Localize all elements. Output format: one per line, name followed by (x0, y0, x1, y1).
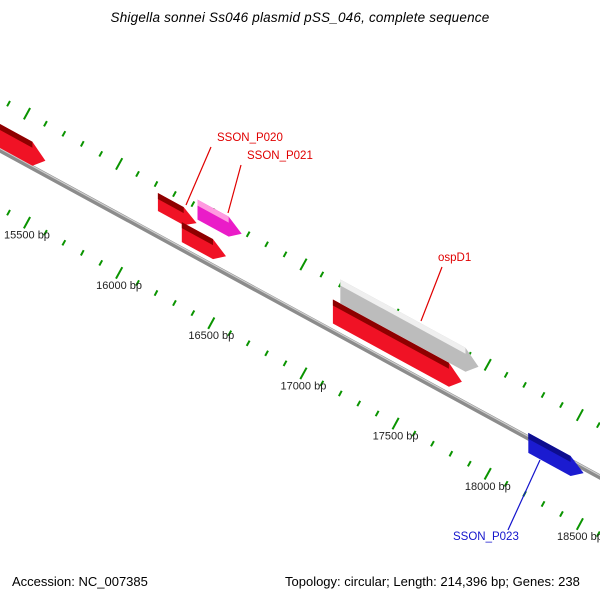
ruler-tick-minor (319, 380, 325, 387)
ruler-tick-major (483, 358, 492, 371)
ruler-tick-major (575, 408, 584, 422)
ruler-tick-minor (61, 130, 67, 137)
ruler-tick-minor (227, 330, 233, 337)
ruler-tick-major (299, 258, 308, 271)
ruler-tick-minor (6, 100, 11, 107)
ruler-label: 17000 bp (280, 380, 326, 392)
ruler-tick-minor (596, 531, 600, 538)
ruler-tick-major (483, 467, 492, 480)
ruler-tick-minor (467, 460, 472, 467)
ruler-tick-minor (448, 450, 454, 457)
callout-line-ospD1 (420, 266, 443, 322)
ruler-tick-minor (540, 391, 546, 399)
ruler-tick-minor (338, 390, 343, 397)
ruler-tick-minor (190, 310, 196, 317)
ruler-tick-major (207, 317, 216, 330)
callout-label-SSON_P023[interactable]: SSON_P023 (453, 531, 519, 543)
status-bar: Accession: NC_007385 Topology: circular;… (0, 568, 600, 600)
ruler-tick-minor (282, 251, 288, 258)
ruler-label: 16000 bp (96, 280, 142, 292)
ruler-tick-minor (503, 480, 509, 487)
ruler-tick-minor (540, 500, 546, 508)
ruler-tick-major (23, 216, 31, 229)
callout-line-SSON_P020 (185, 146, 212, 206)
feature-arrow-SSON_P023[interactable] (528, 432, 584, 476)
ruler-tick-minor (264, 241, 269, 248)
feature-arrow-SSON_P020[interactable] (157, 193, 197, 226)
ruler-tick-minor (430, 440, 435, 447)
callout-label-ospD1[interactable]: ospD1 (438, 252, 471, 264)
callout-line-SSON_P023 (507, 459, 541, 531)
ruler-tick-minor (264, 350, 269, 357)
callout-line-SSON_P021 (227, 164, 242, 214)
ruler-tick-minor (559, 401, 564, 409)
ruler-label: 16500 bp (188, 330, 234, 342)
ruler-tick-minor (172, 299, 177, 307)
ruler-tick-major (115, 157, 124, 171)
callout-label-SSON_P020[interactable]: SSON_P020 (217, 132, 283, 144)
ruler-tick-major (115, 266, 124, 280)
status-summary: Topology: circular; Length: 214,396 bp; … (285, 574, 580, 589)
ruler-tick-minor (172, 190, 177, 198)
sequence-backbone-highlight (0, 147, 600, 477)
ruler-tick-minor (374, 410, 380, 417)
ruler-tick-minor (319, 271, 325, 278)
ruler-tick-major (391, 417, 400, 430)
ruler-tick-minor (98, 150, 104, 157)
page-title: Shigella sonnei Ss046 plasmid pSS_046, c… (110, 10, 490, 25)
ruler-tick-minor (6, 209, 11, 216)
ruler-tick-major (575, 517, 584, 531)
ruler-tick-minor (43, 229, 48, 236)
status-accession: Accession: NC_007385 (12, 574, 148, 589)
ruler-tick-minor (245, 231, 251, 238)
ruler-tick-minor (80, 249, 85, 256)
ruler-tick-minor (411, 430, 417, 437)
ruler-tick-minor (356, 400, 362, 407)
ruler-label: 17500 bp (373, 431, 419, 443)
ruler-label: 18500 bp (557, 531, 600, 543)
feature-arrow-SSON_P021[interactable] (197, 199, 242, 237)
callout-label-SSON_P021[interactable]: SSON_P021 (247, 150, 313, 162)
ruler-tick-minor (135, 279, 140, 287)
ruler-tick-minor (503, 371, 509, 378)
ruler-tick-minor (43, 120, 48, 127)
ruler-tick-minor (596, 422, 600, 429)
sequence-backbone (0, 147, 600, 480)
ruler-tick-major (299, 367, 308, 380)
ruler-tick-minor (153, 289, 159, 297)
ruler-tick-minor (559, 510, 564, 518)
ruler-tick-minor (153, 180, 159, 188)
ruler-label: 18000 bp (465, 481, 511, 493)
ruler-tick-minor (245, 340, 251, 347)
feature-arrow-gene-15200[interactable] (0, 107, 46, 166)
ruler-tick-minor (98, 259, 104, 266)
ruler-tick-minor (522, 381, 527, 388)
ruler-tick-minor (135, 170, 140, 178)
ruler-tick-minor (80, 140, 85, 147)
ruler-tick-minor (190, 201, 196, 208)
ruler-label: 15500 bp (4, 230, 50, 242)
ruler-tick-major (23, 107, 31, 120)
ruler-tick-minor (61, 239, 67, 246)
ruler-tick-minor (282, 360, 288, 367)
